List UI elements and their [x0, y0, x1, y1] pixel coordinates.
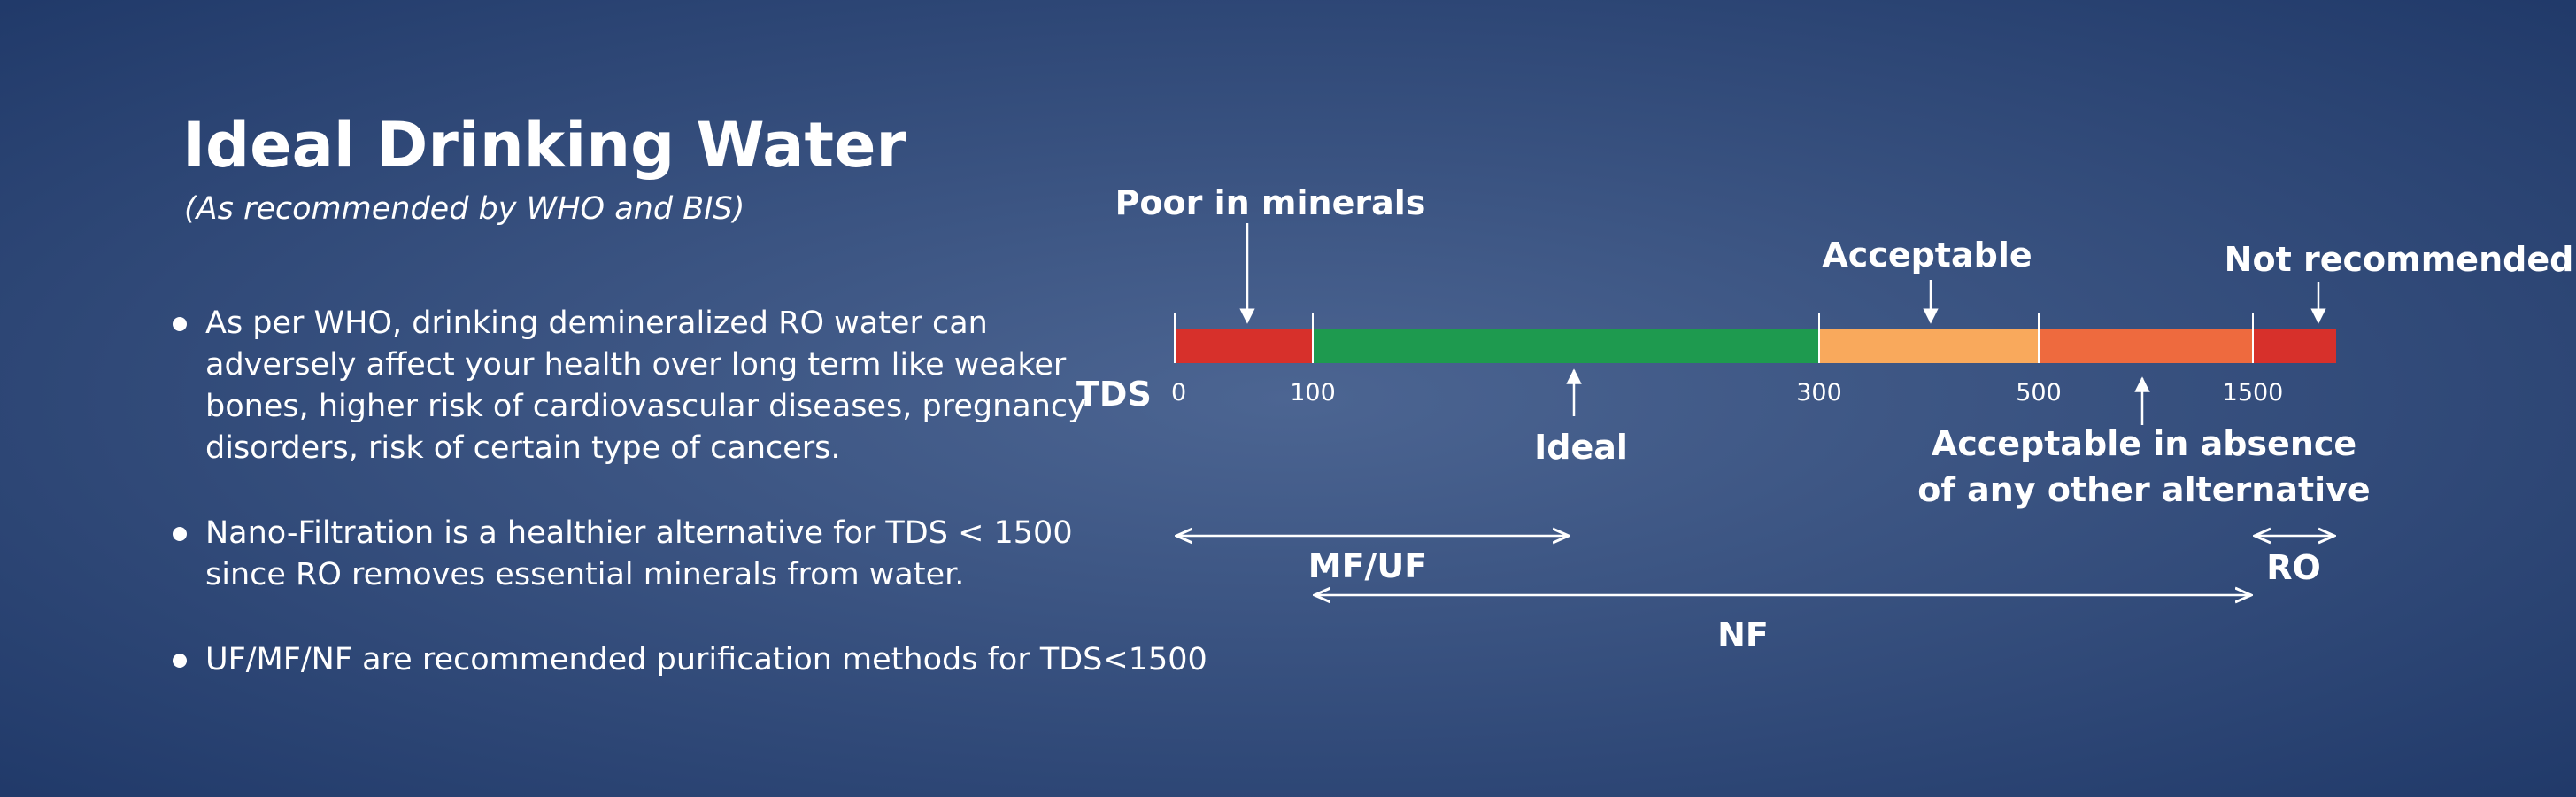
title: Ideal Drinking Water	[182, 109, 906, 182]
bullet-text: UF/MF/NF are recommended purification me…	[205, 642, 1207, 677]
tick-label: 1500	[2223, 379, 2284, 406]
range-label: RO	[2266, 548, 2321, 587]
bar-segment	[2253, 329, 2336, 363]
scale-label: TDS	[1076, 375, 1152, 414]
bullet-list: As per WHO, drinking demineralized RO wa…	[173, 306, 1207, 677]
bullet-dot	[173, 317, 187, 331]
bullet-text: Nano-Filtration is a healthier alternati…	[205, 515, 1073, 551]
bar-segment	[1313, 329, 1819, 363]
tick-label: 500	[2016, 379, 2062, 406]
range-label: MF/UF	[1308, 546, 1427, 585]
range-label: NF	[1717, 615, 1769, 654]
bullet-dot	[173, 527, 187, 541]
bullet-text: adversely affect your health over long t…	[205, 347, 1067, 383]
bullet-text: bones, higher risk of cardiovascular dis…	[205, 389, 1086, 424]
bullet-dot	[173, 654, 187, 668]
bar-segment	[1175, 329, 1313, 363]
bullet-text: disorders, risk of certain type of cance…	[205, 430, 841, 466]
annotation: of any other alternative	[1917, 470, 2370, 509]
annotation: Ideal	[1534, 428, 1628, 467]
tick-label: 0	[1171, 379, 1186, 406]
tds-bar	[1175, 329, 2336, 363]
annotation: Acceptable in absence	[1932, 424, 2356, 463]
annotation: Not recommended	[2225, 240, 2574, 279]
annotation: Acceptable	[1822, 236, 2032, 275]
bar-segment	[1819, 329, 2039, 363]
ticks: 0 100 300 500 1500	[1171, 313, 2283, 406]
subtitle: (As recommended by WHO and BIS)	[184, 191, 744, 227]
bullet-text: since RO removes essential minerals from…	[205, 557, 964, 592]
bullet-text: As per WHO, drinking demineralized RO wa…	[205, 306, 988, 341]
tick-label: 100	[1290, 379, 1336, 406]
bar-segment	[2039, 329, 2253, 363]
annotation: Poor in minerals	[1115, 183, 1426, 222]
tick-label: 300	[1796, 379, 1842, 406]
